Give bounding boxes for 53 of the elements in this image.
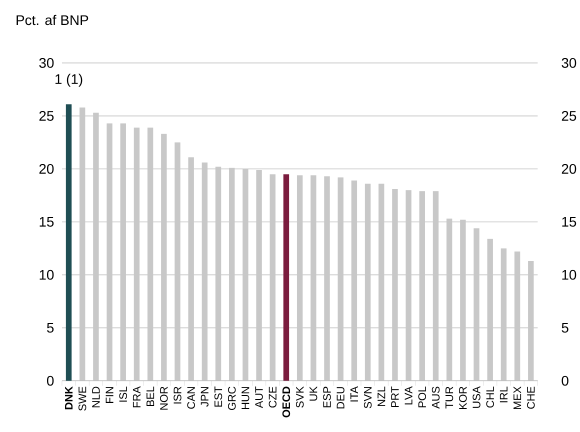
y2-tick-label: 20 xyxy=(562,164,576,174)
x-tick-label: ITA xyxy=(350,386,358,402)
x-tick-label: JPN xyxy=(200,387,209,407)
x-tick-label: LVA xyxy=(404,386,412,405)
x-tick-label: NLD xyxy=(92,386,100,408)
x-tick-label: NZL xyxy=(378,386,386,406)
y-tick-label: 30 xyxy=(39,58,54,68)
y2-tick-label: 0 xyxy=(562,376,568,386)
x-tick-label: FIN xyxy=(106,387,114,404)
y-tick-label: 5 xyxy=(47,323,54,333)
x-tick-label: CHL xyxy=(486,386,494,408)
y-tick-label: 0 xyxy=(46,376,54,386)
y-axis-title: Pct. af BNP xyxy=(16,15,88,26)
x-tick-label: MEX xyxy=(514,386,522,410)
bar xyxy=(283,174,290,381)
y-tick-label: 10 xyxy=(40,270,54,280)
y2-tick-label: 30 xyxy=(562,58,576,68)
y-tick-label: 25 xyxy=(39,111,54,121)
x-tick-label: CAN xyxy=(187,387,195,409)
x-tick-label: ESP xyxy=(323,386,331,408)
x-tick-label: DNK xyxy=(65,386,73,410)
x-tick-label: POL xyxy=(418,386,426,408)
x-tick-label: DEU xyxy=(336,387,344,409)
x-tick-label: FRA xyxy=(132,386,140,408)
annotation: 1 (1) xyxy=(55,74,82,87)
y2-tick-label: 15 xyxy=(562,217,576,227)
x-tick-label: SVK xyxy=(296,386,304,408)
x-tick-label: SWE xyxy=(78,386,86,411)
y2-tick-label: 25 xyxy=(562,111,576,121)
x-tick-label: HUN xyxy=(242,387,250,410)
x-tick-label: ISR xyxy=(174,386,182,404)
x-tick-label: PRT xyxy=(391,386,399,408)
x-tick-label: EST xyxy=(214,386,222,407)
x-tick-label: ISL xyxy=(119,386,128,402)
x-tick-label: OECD xyxy=(282,386,290,418)
y2-tick-label: 10 xyxy=(562,270,576,280)
x-tick-label: USA xyxy=(472,386,480,408)
x-tick-label: CHE xyxy=(527,386,535,409)
x-tick-label: GRC xyxy=(228,386,236,410)
x-tick-label: AUT xyxy=(255,386,263,408)
x-tick-label: UK xyxy=(310,386,318,401)
y-tick-label: 20 xyxy=(39,164,54,174)
x-tick-label: TUR xyxy=(446,386,454,409)
x-tick-label: AUS xyxy=(432,386,440,409)
x-tick-label: KOR xyxy=(459,386,467,410)
bar xyxy=(66,104,72,381)
x-tick-label: SVN xyxy=(364,387,372,408)
y-tick-label: 15 xyxy=(40,217,54,227)
y2-tick-label: 5 xyxy=(562,323,568,333)
x-tick-label: NOR xyxy=(160,386,168,410)
x-tick-label: CZE xyxy=(268,386,277,408)
x-tick-label: BEL xyxy=(146,386,154,406)
x-tick-label: IRL xyxy=(500,386,508,402)
